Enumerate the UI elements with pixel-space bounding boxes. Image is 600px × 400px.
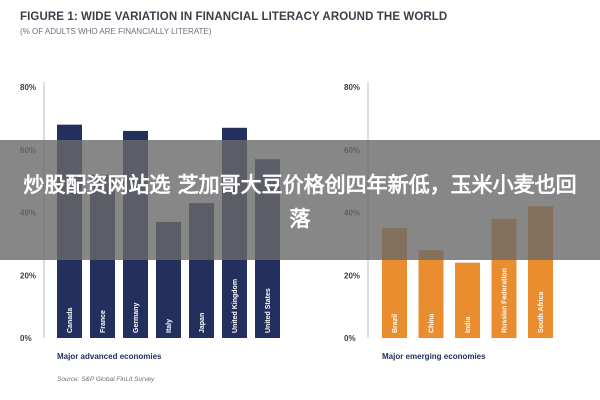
y-tick-label: 20% xyxy=(344,271,360,280)
bar-category-label: Germany xyxy=(133,303,140,333)
group-label: Major advanced economies xyxy=(57,352,162,361)
banner-headline: 炒股配资网站选 芝加哥大豆价格创四年新低，玉米小麦也回落 xyxy=(23,173,577,231)
y-tick-label: 80% xyxy=(344,83,360,92)
bar-category-label: Russian Federation xyxy=(502,268,509,333)
source-note: Source: S&P Global FinLit Survey xyxy=(57,376,155,383)
bar-category-label: South Africa xyxy=(538,292,545,333)
bar-category-label: United Kingdom xyxy=(232,279,239,333)
bar-category-label: China xyxy=(429,313,436,333)
bar-category-label: United States xyxy=(265,288,272,333)
bar-category-label: Japan xyxy=(199,313,206,333)
chart-title: FIGURE 1: WIDE VARIATION IN FINANCIAL LI… xyxy=(20,11,448,23)
y-tick-label: 80% xyxy=(20,83,36,92)
bar-category-label: Italy xyxy=(166,319,173,333)
y-tick-label: 0% xyxy=(344,334,356,343)
bar-category-label: Brazil xyxy=(392,314,399,333)
chart-subtitle: (% OF ADULTS WHO ARE FINANCIALLY LITERAT… xyxy=(20,27,212,36)
bar-category-label: Canada xyxy=(67,308,74,333)
y-tick-label: 0% xyxy=(20,334,32,343)
group-label: Major emerging economies xyxy=(382,352,486,361)
bar-category-label: India xyxy=(465,317,472,333)
overlay-banner xyxy=(0,140,600,260)
bar xyxy=(455,262,480,338)
bar xyxy=(418,250,444,338)
y-tick-label: 20% xyxy=(20,271,36,280)
bar-category-label: France xyxy=(100,310,107,333)
